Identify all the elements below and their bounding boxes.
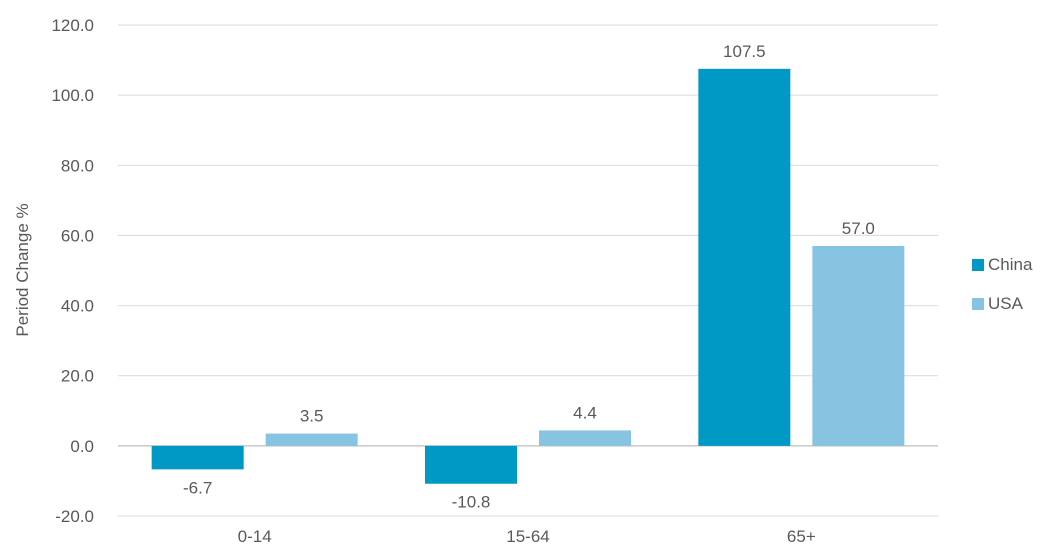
- x-tick-label: 0-14: [238, 527, 272, 546]
- y-tick-label: 0.0: [70, 437, 94, 456]
- gridlines: [118, 24, 938, 517]
- bars: [151, 68, 905, 484]
- data-label: 4.4: [573, 403, 597, 422]
- legend-label-china: China: [988, 255, 1033, 274]
- y-tick-label: 20.0: [61, 367, 94, 386]
- y-tick-label: 120.0: [51, 16, 94, 35]
- x-axis-ticks: 0-14 15-64 65+: [238, 527, 816, 546]
- data-labels: -6.7 3.5 -10.8 4.4 107.5 57.0: [183, 42, 875, 512]
- bar-china-65+: [698, 68, 791, 446]
- y-tick-label: 80.0: [61, 156, 94, 175]
- legend: China USA: [972, 255, 1033, 313]
- bar-china-15-64: [425, 445, 517, 484]
- legend-swatch-china: [972, 259, 984, 271]
- y-tick-label: 60.0: [61, 226, 94, 245]
- y-tick-label: 100.0: [51, 86, 94, 105]
- data-label: 3.5: [300, 407, 324, 426]
- bar-usa-15-64: [539, 430, 631, 446]
- data-label: -10.8: [452, 493, 491, 512]
- y-axis-ticks: -20.0 0.0 20.0 40.0 60.0 80.0 100.0 120.0: [51, 16, 94, 526]
- x-tick-label: 15-64: [506, 527, 549, 546]
- y-tick-label: 40.0: [61, 297, 94, 316]
- bar-china-0-14: [151, 445, 244, 470]
- data-label: -6.7: [183, 478, 212, 497]
- y-axis-label: Period Change %: [13, 203, 32, 336]
- y-tick-label: -20.0: [55, 507, 94, 526]
- x-tick-label: 65+: [787, 527, 816, 546]
- legend-swatch-usa: [972, 298, 984, 310]
- data-label: 107.5: [723, 42, 766, 61]
- data-label: 57.0: [842, 219, 875, 238]
- bar-usa-0-14: [265, 433, 358, 446]
- legend-label-usa: USA: [988, 294, 1024, 313]
- bar-usa-65+: [812, 245, 905, 446]
